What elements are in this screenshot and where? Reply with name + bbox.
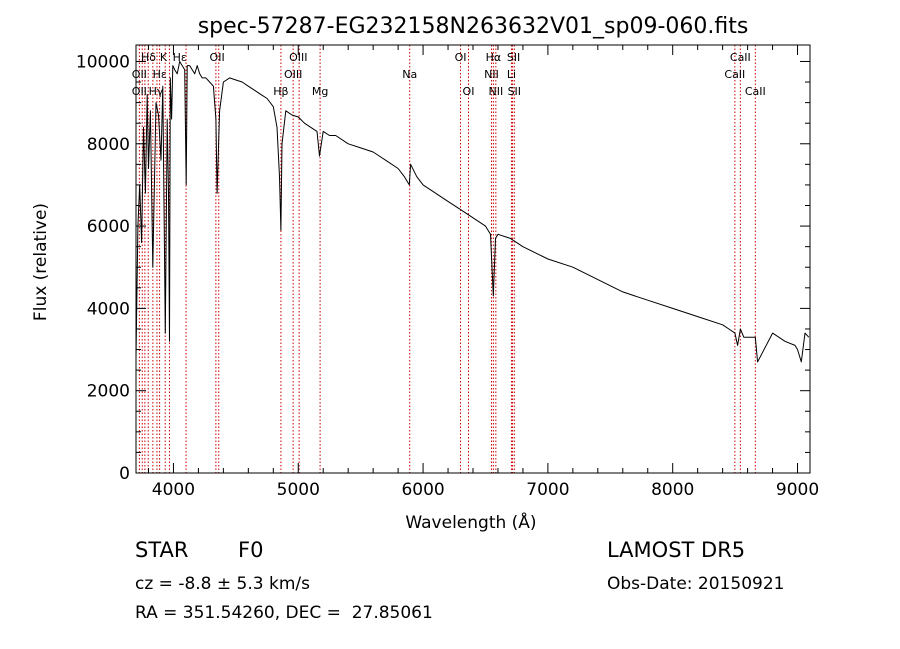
line-id-label: NII [484,68,499,81]
x-tick-label: 5000 [277,480,320,500]
x-tick-label: 6000 [401,480,444,500]
line-id-label: OII [132,85,147,98]
line-id-label: K [160,51,168,64]
axes-layer: 4000 5000 6000 7000 8000 9000 0 2000 4000 6000 800… [76,45,819,500]
x-tick-label: 4000 [152,480,195,500]
line-id-label: Li [507,68,516,81]
line-id-label: NII [488,85,503,98]
line-id-label: CaII [730,51,751,64]
chart-title: spec-57287-EG232158N263632V01_sp09-060.f… [198,14,749,39]
line-id-label: OI [463,85,475,98]
series-layer [135,61,810,363]
line-markers [138,45,756,473]
line-id-label: OII [132,68,147,81]
line-id-label: OII [210,51,225,64]
y-tick-label: 2000 [87,382,130,402]
y-axis-label: Flux (relative) [31,203,51,321]
y-tick-label: 4000 [87,299,130,319]
line-id-label: Hε [173,51,187,64]
y-tick-label: 0 [119,464,130,484]
y-tick-label: 6000 [87,217,130,237]
line-id-label: SII [507,51,520,64]
line-id-label: Hα [486,51,502,64]
y-tick-label: 8000 [87,135,130,155]
line-id-label: Hβ [273,85,288,98]
object-subclass: F0 [238,538,264,562]
object-class: STAR [135,538,189,562]
plot-frame [135,44,811,474]
line-id-label: OI [455,51,467,64]
line-id-label: Mg [312,85,328,98]
line-id-label: OIII [284,68,302,81]
line-id-label: CaII [724,68,745,81]
x-tick-label: 7000 [526,480,569,500]
x-tick-label: 9000 [776,480,819,500]
redshift-text: cz = -8.8 ± 5.3 km/s [135,574,310,594]
y-tick-label: 10000 [76,52,130,72]
line-id-label: OIII [289,51,307,64]
survey-name: LAMOST DR5 [607,538,746,562]
line-id-label: SII [508,85,521,98]
line-id-label: Na [402,68,417,81]
coordinates: RA = 351.54260, DEC = 27.85061 [135,603,433,623]
line-id-label: CaII [745,85,766,98]
line-id-label: Hγ [149,85,164,98]
line-labels: Hδ K Hε OII OIII OI Hα SII CaII OII Hε OIII Na NII Li C… [132,51,766,98]
x-axis-label: Wavelength (Å) [405,511,536,533]
x-tick-label: 8000 [651,480,694,500]
obs-date: Obs-Date: 20150921 [607,574,785,594]
line-id-label: Hε [153,68,167,81]
spectrum-line [135,61,810,363]
line-id-label: Hδ [141,51,156,64]
